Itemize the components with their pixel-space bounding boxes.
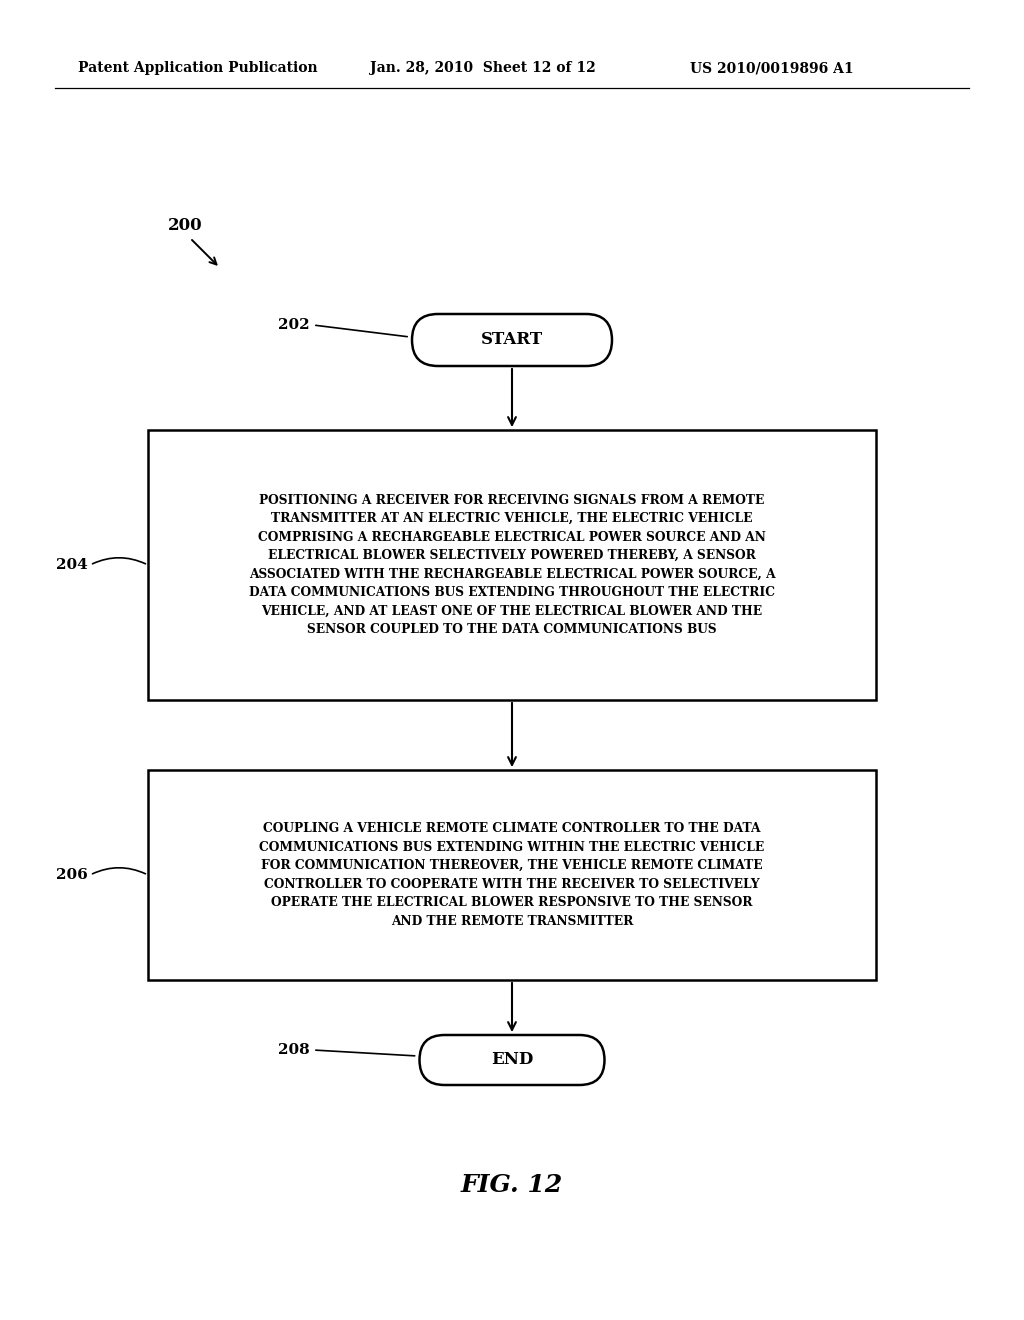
Text: 204: 204 [56, 558, 88, 572]
Text: US 2010/0019896 A1: US 2010/0019896 A1 [690, 61, 854, 75]
Bar [148, 430, 876, 700]
Text: 202: 202 [279, 318, 310, 333]
Text: START: START [481, 331, 543, 348]
Text: COUPLING A VEHICLE REMOTE CLIMATE CONTROLLER TO THE DATA
COMMUNICATIONS BUS EXTE: COUPLING A VEHICLE REMOTE CLIMATE CONTRO… [259, 822, 765, 928]
Text: Patent Application Publication: Patent Application Publication [78, 61, 317, 75]
Text: 200: 200 [168, 216, 203, 234]
Text: POSITIONING A RECEIVER FOR RECEIVING SIGNALS FROM A REMOTE
TRANSMITTER AT AN ELE: POSITIONING A RECEIVER FOR RECEIVING SIG… [249, 494, 775, 636]
Text: 208: 208 [279, 1043, 310, 1057]
Bar [148, 770, 876, 979]
Text: 206: 206 [56, 869, 88, 882]
Text: END: END [490, 1052, 534, 1068]
FancyBboxPatch shape [420, 1035, 604, 1085]
FancyBboxPatch shape [412, 314, 612, 366]
Text: FIG. 12: FIG. 12 [461, 1173, 563, 1197]
Text: Jan. 28, 2010  Sheet 12 of 12: Jan. 28, 2010 Sheet 12 of 12 [370, 61, 596, 75]
